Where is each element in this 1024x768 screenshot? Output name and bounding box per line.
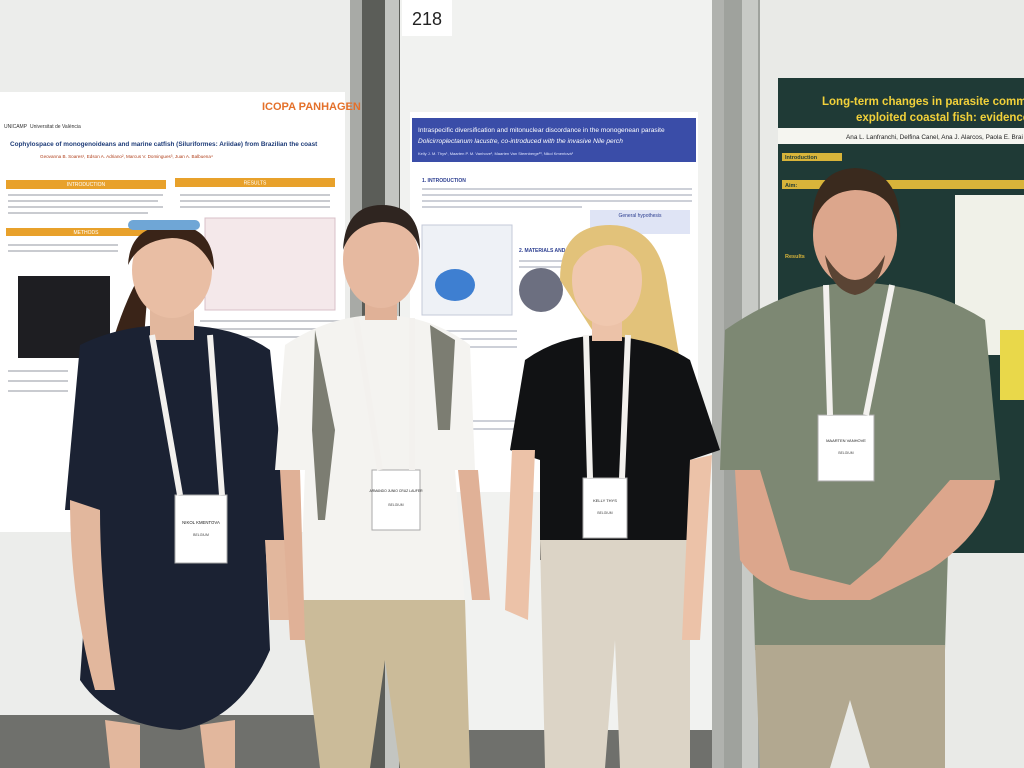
poster-authors: Ana L. Lanfranchi, Delfina Canel, Ana J.… <box>846 134 1023 141</box>
lanyards <box>149 284 895 496</box>
badge-name: MAARTEN VANHOVE <box>826 438 866 443</box>
section-bar <box>175 178 335 187</box>
person: ARMANDO JUNIO CRUZ LAUFER BELGIUM <box>275 205 490 768</box>
blouse <box>510 335 720 560</box>
poster-figure <box>519 268 563 312</box>
authors-band <box>778 128 1024 144</box>
poster-map <box>421 224 513 316</box>
poster-figure <box>1000 330 1024 400</box>
name-badge <box>174 494 228 564</box>
legs <box>105 720 235 768</box>
badge-country: BELGIUM <box>597 511 612 515</box>
section-bar <box>782 153 842 161</box>
section-heading: INTRODUCTION <box>67 182 106 188</box>
section-bar <box>6 180 166 189</box>
poster-title: Long-term changes in parasite communit <box>822 96 1024 108</box>
arm <box>505 450 712 640</box>
face <box>572 234 642 326</box>
section-bar <box>6 228 166 236</box>
hair <box>572 232 644 272</box>
name-badge <box>817 414 875 482</box>
board-pole <box>712 0 724 768</box>
poster-authors: Geovanna B. Soares¹, Edson A. Adriano², … <box>40 154 213 159</box>
arm <box>265 540 290 620</box>
conference-logo: ICOPA PANHAGEN <box>262 101 361 113</box>
section-heading: 1. INTRODUCTION <box>422 178 466 184</box>
board-number: 218 <box>412 9 442 29</box>
poster-authors: Kelly J. M. Thys¹, Maarten P. M. Vanhove… <box>418 151 574 156</box>
trousers <box>300 600 470 768</box>
section-heading: Results <box>785 254 805 260</box>
badge-country: BELGIUM <box>838 451 853 455</box>
backpack-straps <box>312 325 455 520</box>
person: NIKOL KMENTOVA BELGIUM <box>65 220 290 768</box>
badge-name: NIKOL KMENTOVA <box>182 520 220 525</box>
name-badge <box>371 469 421 531</box>
section-heading: Introduction <box>785 155 818 161</box>
poster-logo: Universitat de València <box>30 124 81 130</box>
section-heading: Aim: <box>785 183 797 189</box>
person: MAARTEN VANHOVE BELGIUM <box>720 168 1000 768</box>
badge-name: KELLY THYS <box>593 498 617 503</box>
section-bar <box>782 180 1024 189</box>
hair <box>811 168 901 230</box>
crossed-arms <box>735 470 995 600</box>
name-badge <box>582 477 628 539</box>
section-heading: RESULTS <box>244 181 267 187</box>
arm <box>280 470 490 640</box>
hair <box>128 225 214 270</box>
board-number-card <box>402 0 452 36</box>
face <box>343 212 419 308</box>
sunglasses <box>128 220 200 230</box>
lake-shape <box>435 269 475 301</box>
poster-title: Intraspecific diversification and mitonu… <box>418 127 665 134</box>
trousers <box>540 540 690 768</box>
badge-country: BELGIUM <box>388 503 403 507</box>
trousers <box>755 645 945 768</box>
section-heading: General hypothesis <box>618 213 662 219</box>
poster-title: Cophylospace of monogenoideans and marin… <box>10 141 318 148</box>
poster-title: exploited coastal fish: evidence of c <box>856 112 1024 124</box>
beard <box>825 255 885 295</box>
poster-title: Dolicirroplectanum lacustre, co-introduc… <box>418 138 623 145</box>
hair <box>343 205 420 250</box>
face <box>132 222 212 318</box>
person: KELLY THYS BELGIUM <box>505 225 720 768</box>
poster-text-lines <box>8 194 340 392</box>
badge-name: ARMANDO JUNIO CRUZ LAUFER <box>369 489 423 493</box>
arm <box>70 500 115 690</box>
badge-country: BELGIUM <box>193 533 209 537</box>
poster-title-band <box>412 118 696 162</box>
section-heading: 2. MATERIALS AND METHODS <box>519 248 592 254</box>
section-heading: METHODS <box>74 230 100 236</box>
poster-figure <box>204 217 336 311</box>
poster-logo: UNICAMP <box>4 124 28 130</box>
face <box>813 183 897 287</box>
